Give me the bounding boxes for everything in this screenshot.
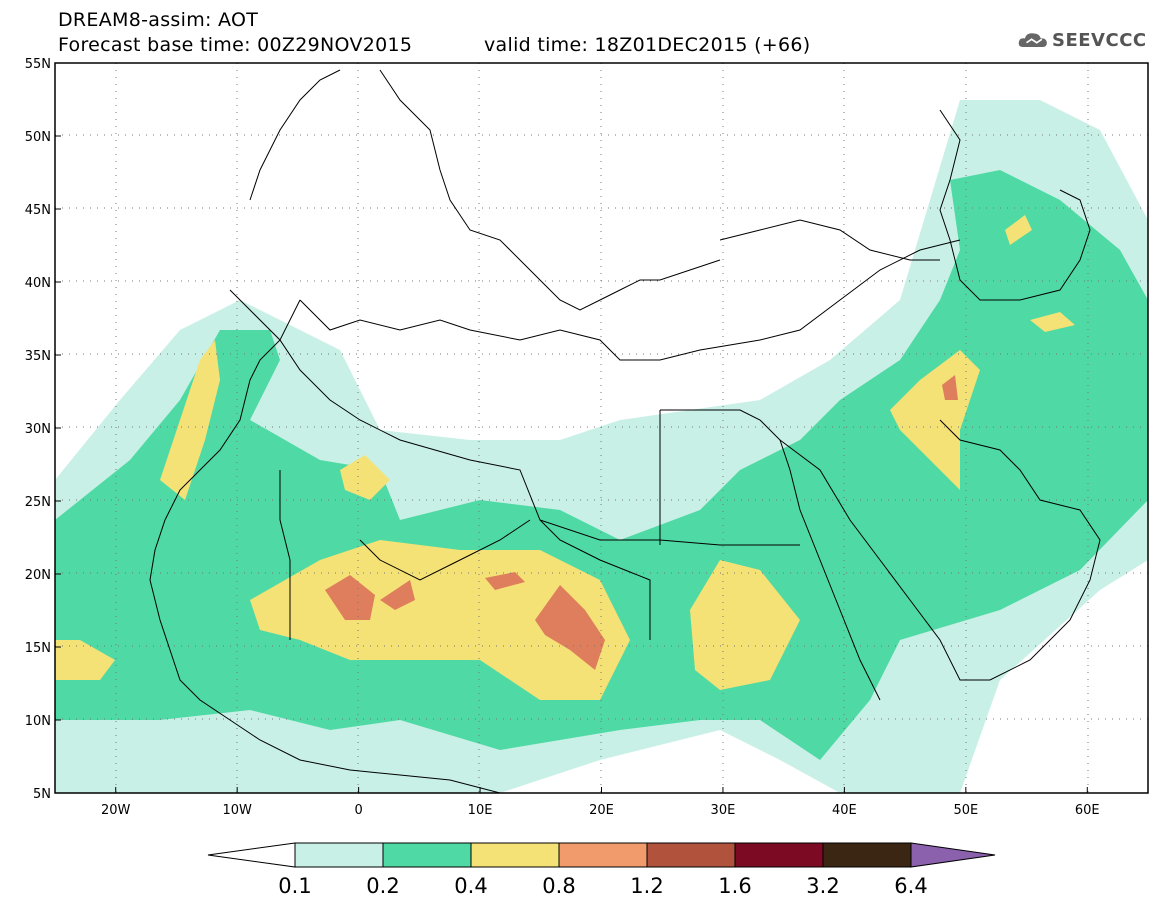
lon-label: 10E	[468, 803, 493, 818]
map-title: DREAM8-assim: AOT	[58, 9, 259, 31]
colorbar-high-arrow	[910, 842, 996, 868]
colorbar-label: 6.4	[894, 874, 928, 898]
colorbar-swatch	[822, 842, 912, 868]
lon-label: 50E	[953, 803, 978, 818]
lon-label: 20E	[589, 803, 614, 818]
colorbar-label: 0.4	[454, 874, 488, 898]
colorbar-swatch	[382, 842, 472, 868]
colorbar-label: 0.2	[366, 874, 400, 898]
colorbar-label: 0.8	[542, 874, 576, 898]
lat-label: 55N	[25, 57, 51, 72]
lon-label: 10W	[222, 803, 252, 818]
lat-label: 25N	[25, 495, 51, 510]
cloud-icon	[1018, 33, 1047, 47]
colorbar-low-arrow	[207, 842, 296, 868]
colorbar-label: 1.2	[630, 874, 664, 898]
lat-label: 15N	[25, 641, 51, 656]
lat-label: 10N	[25, 714, 51, 729]
grid-lines	[55, 63, 1148, 793]
lat-label: 40N	[25, 276, 51, 291]
colorbar-swatch	[294, 842, 384, 868]
lon-label: 0	[354, 803, 362, 818]
latitude-labels: 55N 50N 45N 40N 35N 30N 25N 20N 15N 10N 5N	[25, 57, 61, 802]
colorbar	[207, 842, 996, 868]
lon-label: 20W	[101, 803, 131, 818]
colorbar-swatch	[470, 842, 560, 868]
longitude-labels: 20W 10W 0 10E 20E 30E 40E 50E 60E	[101, 787, 1100, 818]
lon-label: 40E	[832, 803, 857, 818]
colorbar-swatch	[646, 842, 736, 868]
base-time-label: Forecast base time: 00Z29NOV2015	[58, 34, 413, 56]
colorbar-swatch	[558, 842, 648, 868]
lat-label: 20N	[25, 568, 51, 583]
colorbar-label: 3.2	[806, 874, 840, 898]
lat-label: 30N	[25, 422, 51, 437]
coastlines	[149, 69, 1101, 793]
lat-label: 45N	[25, 203, 51, 218]
lon-label: 60E	[1075, 803, 1100, 818]
lat-label: 5N	[33, 787, 51, 802]
colorbar-label: 0.1	[278, 874, 312, 898]
colorbar-swatch	[734, 842, 824, 868]
lon-label: 30E	[711, 803, 736, 818]
valid-time-label: valid time: 18Z01DEC2015 (+66)	[484, 34, 811, 56]
lat-label: 50N	[25, 130, 51, 145]
logo-text: SEEVCCC	[1052, 30, 1147, 51]
aot-field	[55, 100, 1148, 793]
lat-label: 35N	[25, 349, 51, 364]
colorbar-label: 1.6	[718, 874, 752, 898]
